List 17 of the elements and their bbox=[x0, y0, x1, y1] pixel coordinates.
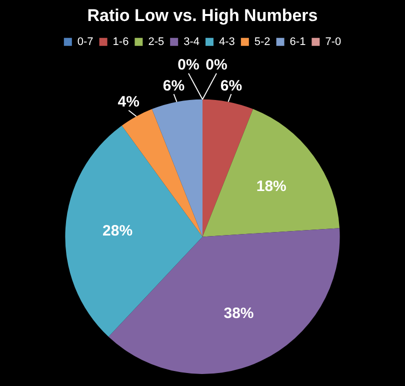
text: 0% bbox=[206, 56, 228, 74]
data-label: 18% bbox=[256, 178, 286, 195]
data-label: 6% bbox=[220, 77, 242, 94]
data-label: 28% bbox=[102, 222, 133, 240]
legend-label: 5-2 bbox=[254, 36, 270, 48]
text: 0% bbox=[178, 56, 200, 74]
chart-title: Ratio Low vs. High Numbers bbox=[87, 6, 318, 25]
data-label: 6% bbox=[162, 77, 185, 94]
legend-label: 0-7 bbox=[77, 36, 94, 48]
legend-label: 6-1 bbox=[290, 36, 306, 48]
legend-label: 3-4 bbox=[184, 36, 200, 48]
data-label: 38% bbox=[224, 304, 254, 322]
legend-label: 1-6 bbox=[112, 36, 129, 48]
data-label: 4% bbox=[118, 94, 140, 111]
legend-label: 4-3 bbox=[219, 36, 235, 48]
legend-label: 2-5 bbox=[148, 36, 164, 48]
legend-label: 7-0 bbox=[325, 36, 342, 48]
